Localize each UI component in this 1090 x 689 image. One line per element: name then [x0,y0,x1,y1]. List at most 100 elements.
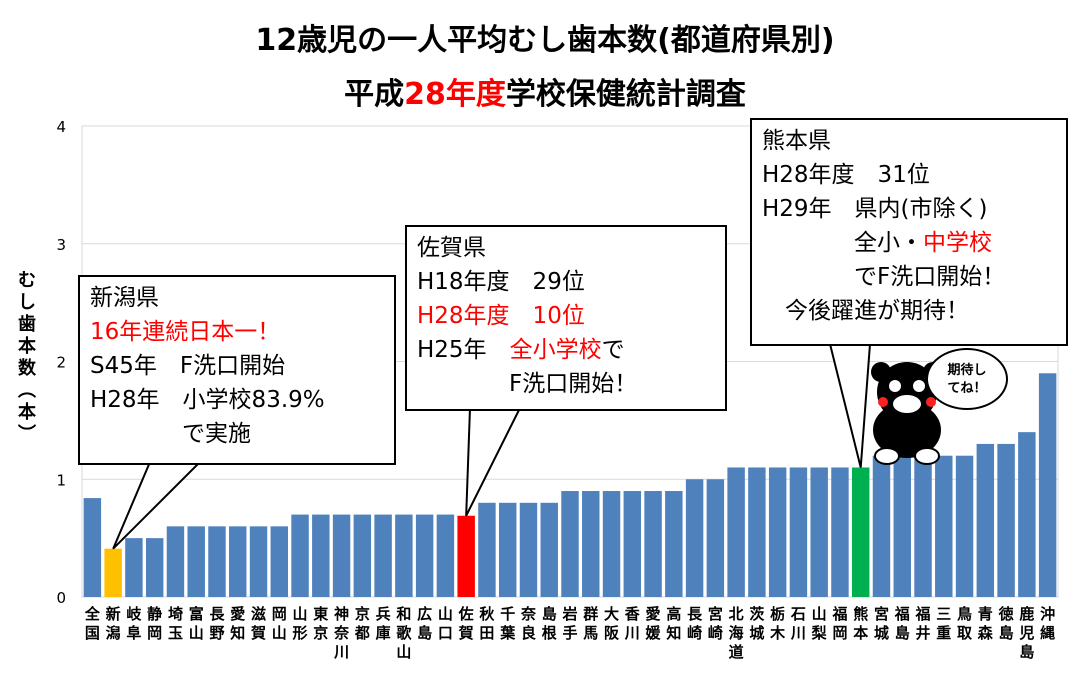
callout-kumamoto-line: H28年度 31位 [762,162,930,188]
x-tick-label: 山 [812,605,827,623]
bar-徳島 [997,443,1015,597]
x-tick-label: 根 [542,624,557,642]
x-tick-label: 重 [936,624,951,642]
x-tick-label: 玉 [168,624,183,642]
x-tick-label: 山 [189,624,204,642]
x-tick-label: 東 [313,605,328,623]
y-tick-label: 1 [56,471,66,489]
x-tick-label: 岡 [272,605,287,623]
x-tick-label: 庫 [376,624,391,642]
bar-神奈川 [332,514,351,597]
bar-福岡 [831,467,849,597]
callout-kumamoto: 熊本県 H28年度 31位 H29年 県内(市除く) 全小・中学校 でF洗口開始！ … [750,118,1068,346]
x-tick-label: 島 [999,624,1014,642]
bar-佐賀 [457,515,475,597]
bar-山梨 [810,467,828,597]
x-tick-label: 茨 [749,605,764,623]
x-tick-label: 香 [625,605,640,623]
bar-埼玉 [166,526,185,597]
x-tick-label: 歌 [396,624,412,642]
bar-新潟 [104,548,122,597]
x-tick-label: 取 [957,624,973,642]
x-tick-label: 岩 [561,605,577,623]
x-tick-label: 大 [604,605,619,623]
bar-長野 [208,526,226,597]
x-tick-label: 岡 [832,624,847,642]
callout-saga: 佐賀県 H18年度 29位 H28年度 10位 H25年 全小学校で F洗口開始！ [405,225,727,411]
bar-福島 [893,455,911,597]
mascot-eye-left [889,380,901,392]
mascot-speech-bubble: 期待し てね！ [926,348,1008,410]
bar-広島 [415,514,434,597]
bar-大阪 [602,491,621,597]
x-tick-label: 馬 [583,624,598,642]
x-tick-label: 三 [936,605,951,623]
x-tick-label: 奈 [333,624,350,642]
chart-title-line2: 平成28年度学校保健統計調査 [0,78,1090,112]
x-tick-label: 森 [978,624,994,642]
x-tick-label: 国 [85,624,100,642]
x-tick-label: 形 [293,624,308,642]
bar-高知 [665,491,683,597]
bar-秋田 [478,502,496,597]
x-tick-label: 崎 [708,624,723,642]
bar-岡山 [270,526,288,597]
x-tick-label: 全 [84,605,101,623]
x-tick-label: 長 [687,605,703,623]
callout-saga-line: H18年度 29位 [417,269,585,295]
x-tick-label: 宮 [874,605,889,623]
speech-line: 期待し [947,363,987,378]
x-tick-label: 海 [729,624,744,642]
x-tick-label: 鹿 [1019,605,1034,623]
bar-静岡 [145,538,164,597]
x-tick-label: 高 [666,605,681,623]
x-tick-label: 栃 [770,605,785,623]
y-tick-label: 0 [56,589,66,607]
x-tick-label: 岡 [147,624,162,642]
x-tick-label: 川 [790,624,806,642]
x-tick-label: 和 [396,605,411,623]
callout-niigata-line: S45年 F洗口開始 [90,353,286,379]
y-tick-label: 2 [56,354,66,372]
bar-沖縄 [1038,373,1057,597]
bar-長崎 [685,479,704,597]
x-tick-label: 賀 [458,624,474,642]
y-tick-label: 3 [56,236,66,254]
x-tick-label: 宮 [708,605,723,623]
callout-niigata-line: 16年連続日本一！ [90,319,281,345]
x-tick-label: 井 [916,624,931,642]
x-tick-label: 野 [209,624,224,642]
mascot-foot-right [914,447,940,465]
mascot-head [877,362,937,422]
x-tick-label: 福 [894,605,910,623]
callout-pointer-saga [465,407,522,517]
x-tick-label: 城 [874,624,889,642]
bar-鹿児島 [1018,432,1036,597]
bar-島根 [540,502,558,597]
x-tick-label: 福 [915,605,931,623]
x-tick-label: 兵 [376,605,391,623]
bar-東京 [312,514,330,597]
callout-kumamoto-line: 全小・中学校 [762,230,992,256]
x-tick-label: 都 [354,624,370,642]
x-tick-label: 徳 [998,605,1014,623]
x-tick-label: 愛 [646,605,661,623]
bar-宮崎 [706,479,725,597]
x-tick-label: 阜 [126,624,141,642]
x-tick-label: 川 [624,624,640,642]
callout-saga-line: F洗口開始！ [417,371,638,397]
x-tick-label: 島 [542,605,557,623]
x-tick-label: 媛 [645,624,662,642]
callout-saga-line: H25年 全小学校で [417,337,625,363]
x-tick-label: 群 [583,605,598,623]
x-tick-label: 静 [147,605,162,623]
x-tick-label: 山 [293,605,308,623]
x-tick-label: 崎 [687,624,702,642]
bar-北海道 [727,467,745,597]
bar-愛知 [229,526,247,597]
bar-和歌山 [395,514,413,597]
x-tick-label: 熊 [853,605,868,623]
title-suffix: 学校保健統計調査 [505,77,746,112]
bar-奈良 [519,502,538,597]
bar-栃木 [768,467,787,597]
